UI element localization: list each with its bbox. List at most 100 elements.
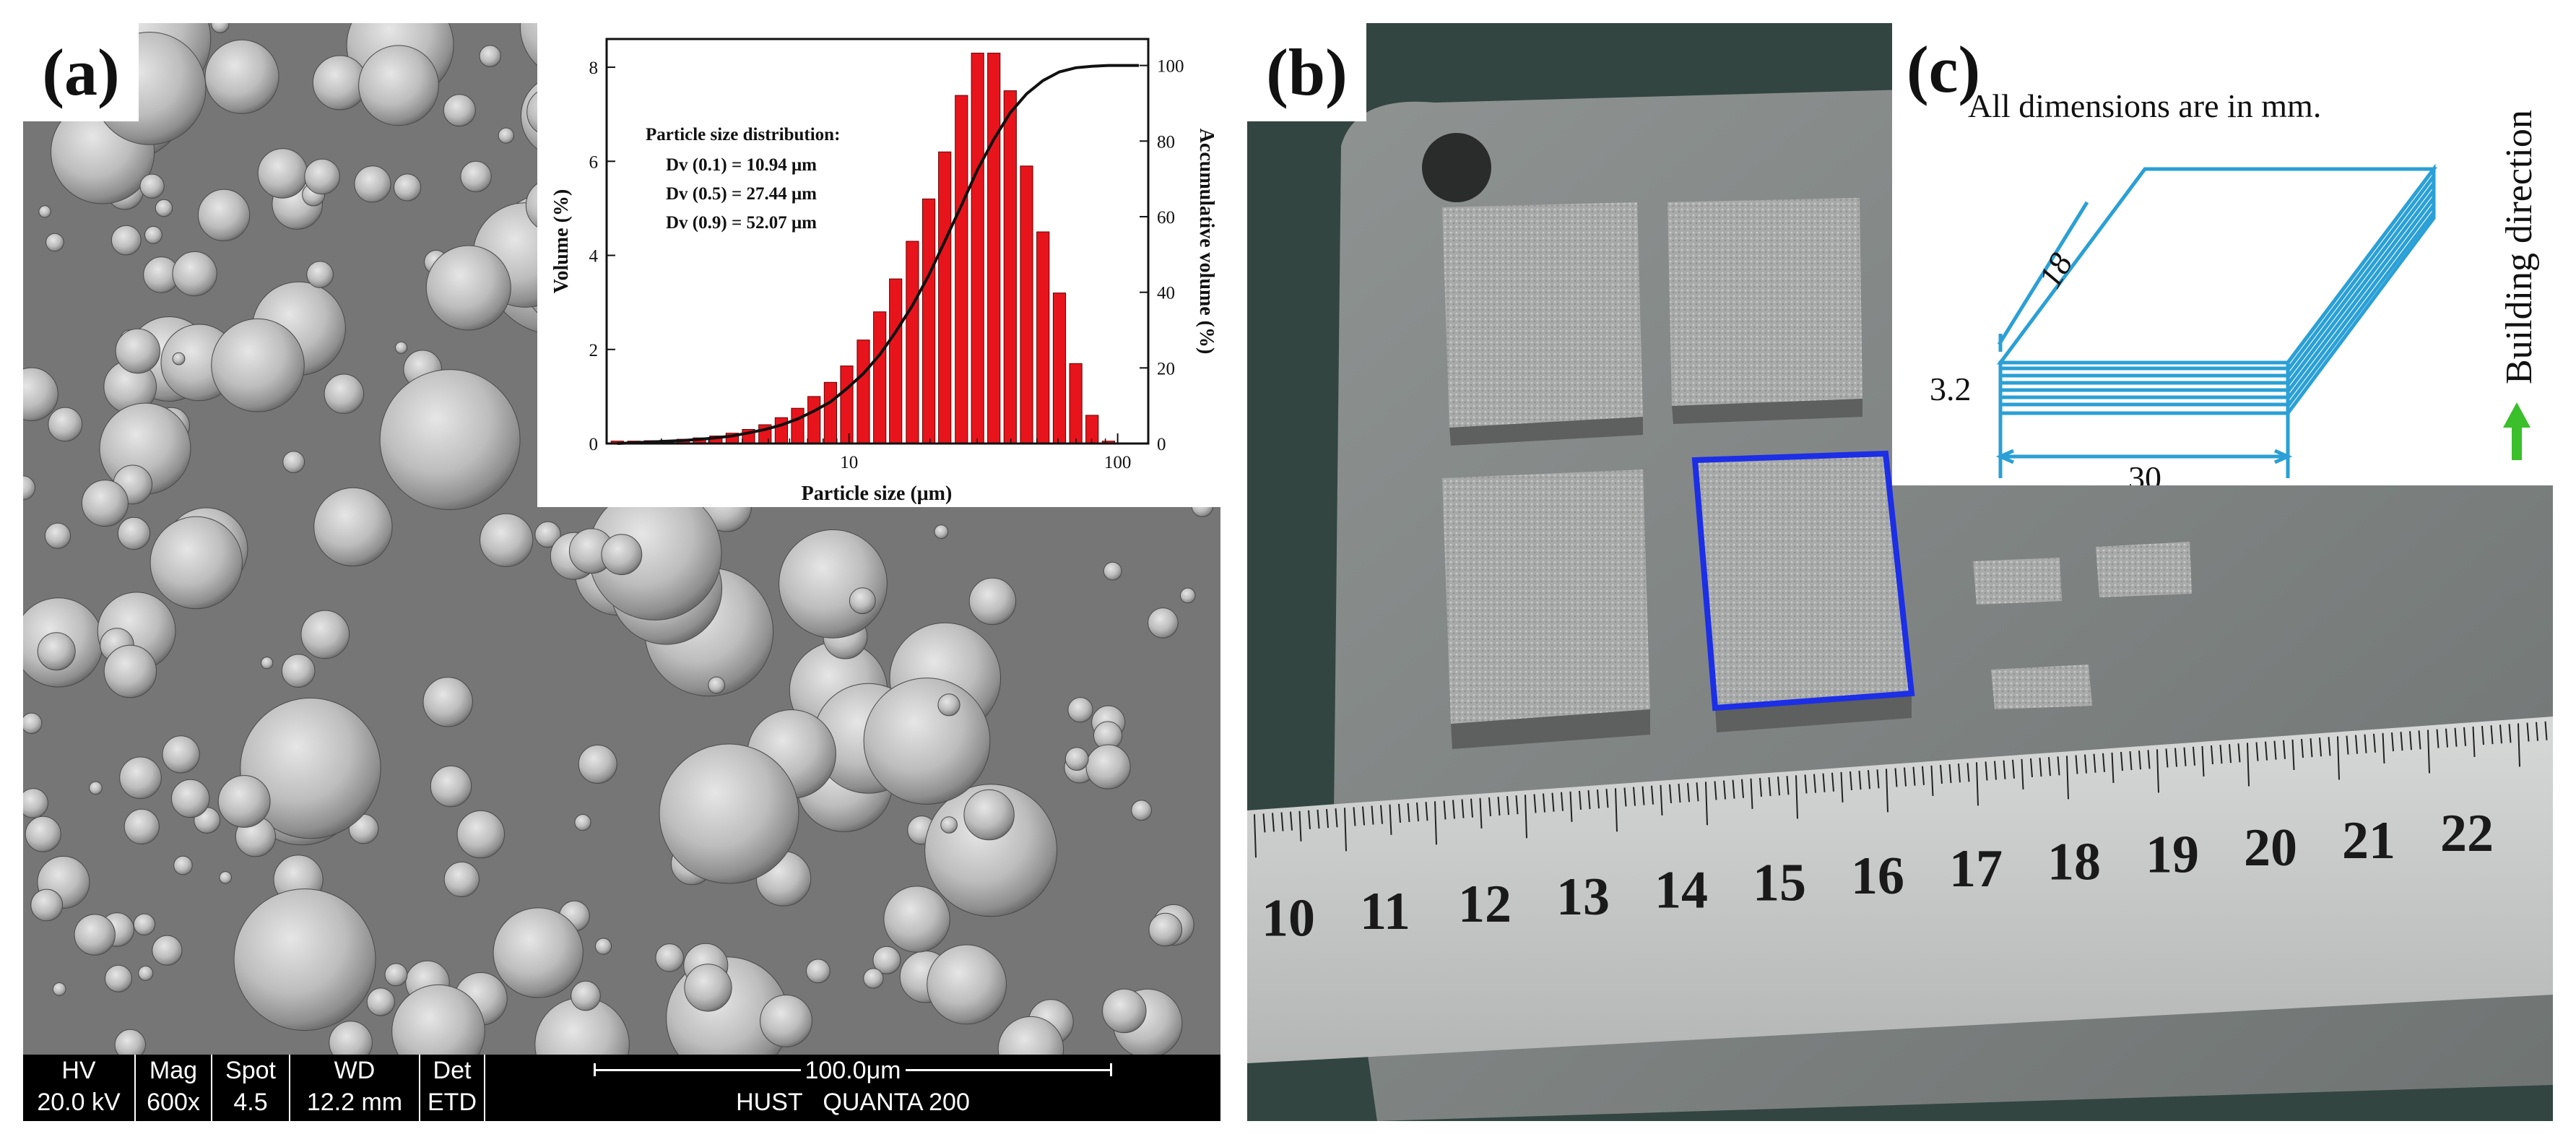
powder-particle [23, 475, 35, 501]
powder-particle [659, 743, 799, 884]
scale-cell: 100.0μm HUST QUANTA 200 [484, 1055, 1220, 1121]
powder-particle [110, 225, 142, 256]
powder-particle [1148, 607, 1179, 639]
histogram-bar [1003, 90, 1017, 444]
powder-particle [52, 982, 66, 996]
powder-particle [872, 946, 901, 974]
spot-cell: Spot 4.5 [211, 1055, 289, 1121]
mag-value: 600x [147, 1089, 200, 1116]
plot-frame [605, 38, 1150, 445]
particle-size-chart: 0 2 4 6 8 0 20 40 60 80 100 10 100 Particle size dis… [537, 23, 1220, 507]
powder-particle [684, 964, 732, 1012]
powder-particle [81, 480, 129, 527]
powder-particle [493, 907, 584, 998]
powder-particle [45, 233, 64, 252]
powder-particle [114, 1029, 146, 1055]
histogram-bar [823, 381, 837, 444]
powder-particle [760, 995, 812, 1047]
powder-particle [217, 775, 271, 828]
powder-particle [366, 987, 395, 1016]
histogram-bar [889, 278, 903, 444]
histogram-bar [955, 95, 968, 444]
y2-tick-label: 60 [1157, 208, 1175, 228]
length-dimension: 30 [2128, 459, 2161, 485]
mag-cell: Mag 600x [134, 1055, 211, 1121]
ruler-number: 22 [2440, 804, 2494, 863]
powder-particle [655, 943, 685, 972]
powder-particle [44, 522, 71, 549]
powder-particle [119, 756, 162, 800]
powder-particle [155, 199, 173, 217]
ruler-number: 21 [2342, 811, 2395, 870]
powder-particle [300, 610, 350, 659]
building-direction-label: Building direction [2499, 110, 2540, 384]
powder-particle [425, 245, 511, 331]
det-cell: Det ETD [419, 1055, 484, 1121]
powder-particle [384, 963, 408, 987]
small-sample [2096, 542, 2192, 597]
powder-particle [281, 654, 316, 688]
powder-particle [968, 577, 1017, 626]
panel-a-label: (a) [23, 23, 139, 121]
histogram-bar [873, 311, 887, 444]
powder-particle [173, 855, 193, 875]
powder-particle [23, 367, 58, 421]
sample-block [1668, 198, 1862, 424]
powder-particle [152, 935, 183, 966]
wd-value: 12.2 mm [306, 1089, 403, 1116]
powder-particle [89, 781, 103, 795]
powder-particle [74, 914, 116, 956]
ruler-number: 16 [1851, 847, 1904, 906]
cumulative-curve [617, 64, 1140, 445]
histogram-bar [857, 339, 870, 444]
powder-particle [211, 23, 230, 33]
small-sample [1991, 665, 2092, 709]
powder-particle [162, 735, 200, 774]
ruler-number: 19 [2146, 826, 2199, 885]
powder-particle [282, 451, 305, 473]
powder-particle [934, 524, 949, 539]
powder-particle [963, 789, 1015, 841]
y-tick-label: 4 [589, 247, 599, 267]
steel-ruler [1247, 717, 2553, 1063]
y2-tick-label: 80 [1157, 132, 1175, 152]
powder-particle [219, 871, 233, 884]
histogram-bar [971, 53, 984, 444]
histogram-bar [807, 396, 821, 444]
powder-particle [940, 816, 958, 834]
histogram-bar [774, 417, 788, 444]
ruler-number: 11 [1360, 882, 1410, 941]
powder-particle [601, 534, 643, 576]
x-axis-label: Particle size (μm) [802, 483, 953, 505]
y2-tick-label: 20 [1157, 359, 1175, 378]
scale-label: 100.0μm [800, 1057, 906, 1084]
powder-particle [498, 127, 514, 144]
powder-particle [117, 516, 151, 550]
chart-bars [610, 53, 1115, 444]
sem-info-bar: HV 20.0 kV Mag 600x Spot 4.5 WD 12.2 mm … [23, 1055, 1220, 1121]
powder-particle [391, 984, 485, 1055]
plate-hole [1422, 133, 1491, 202]
sample-block [1442, 470, 1650, 749]
y2-tick-label: 40 [1157, 284, 1175, 303]
ruler-number: 20 [2244, 818, 2297, 878]
powder-particle [37, 632, 76, 671]
powder-particle [240, 697, 381, 839]
histogram-bar [987, 53, 1001, 444]
powder-particle [354, 165, 391, 203]
powder-particle [1085, 744, 1131, 790]
histogram-bar [1020, 165, 1033, 444]
powder-particle [1148, 912, 1183, 947]
powder-particle [479, 45, 501, 67]
selected-sample-block [1691, 450, 1915, 732]
ruler-number: 15 [1753, 854, 1806, 913]
histogram-bar [906, 241, 919, 444]
annotation-title: Particle size distribution: [646, 125, 840, 144]
powder-particle [261, 657, 274, 670]
panel-b-label: (b) [1247, 23, 1366, 121]
powder-particle [863, 678, 991, 805]
powder-particle [997, 1016, 1064, 1055]
small-sample [1973, 558, 2062, 605]
hv-label: HV [61, 1057, 96, 1084]
powder-particle [480, 513, 534, 567]
